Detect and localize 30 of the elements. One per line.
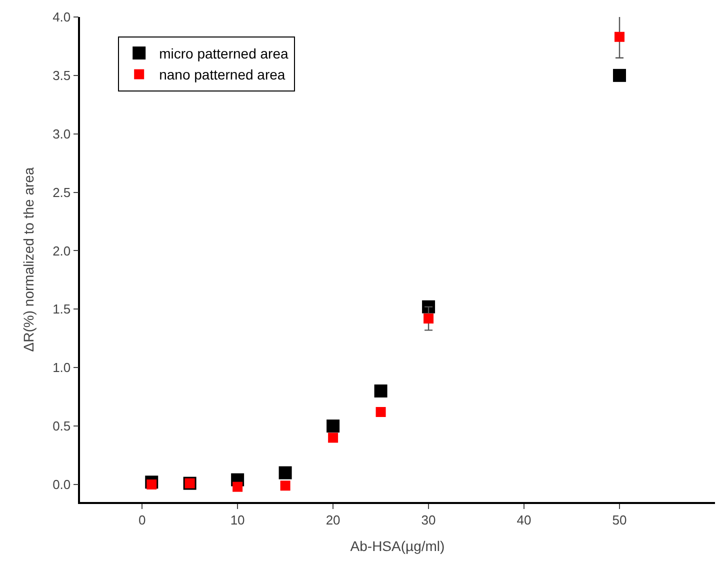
x-tick-label: 10 — [230, 512, 245, 528]
y-axis-title: ΔR(%) normalized to the area — [20, 167, 37, 352]
x-tick-label: 40 — [516, 512, 532, 528]
point — [146, 479, 157, 490]
y-tick-label: 2.5 — [52, 184, 71, 200]
legend-label: micro patterned area — [159, 45, 288, 62]
y-tick-label: 1.0 — [52, 360, 71, 376]
point — [278, 466, 292, 480]
y-tick-label: 0.0 — [52, 477, 71, 492]
y-tick-label: 3.5 — [52, 68, 71, 83]
y-tick-label: 2.0 — [52, 243, 71, 258]
y-tick-label: 0.5 — [52, 418, 71, 434]
x-tick-label: 20 — [326, 512, 340, 528]
point — [376, 407, 386, 418]
point — [328, 432, 338, 443]
y-tick-label: 1.5 — [52, 302, 71, 317]
point — [232, 482, 243, 492]
point — [613, 68, 626, 82]
point — [280, 480, 290, 491]
x-tick-label: 50 — [612, 512, 627, 528]
legend-label: nano patterned area — [159, 66, 286, 83]
x-axis-title: Ab-HSA(µg/ml) — [350, 538, 445, 554]
y-tick-label: 4.0 — [52, 10, 71, 25]
x-tick-label: 30 — [421, 512, 436, 528]
point — [614, 32, 625, 42]
y-tick-label: 3.0 — [52, 126, 71, 142]
point — [326, 420, 340, 433]
point — [424, 314, 434, 324]
x-tick-label: 0 — [138, 512, 146, 528]
point — [374, 384, 388, 398]
